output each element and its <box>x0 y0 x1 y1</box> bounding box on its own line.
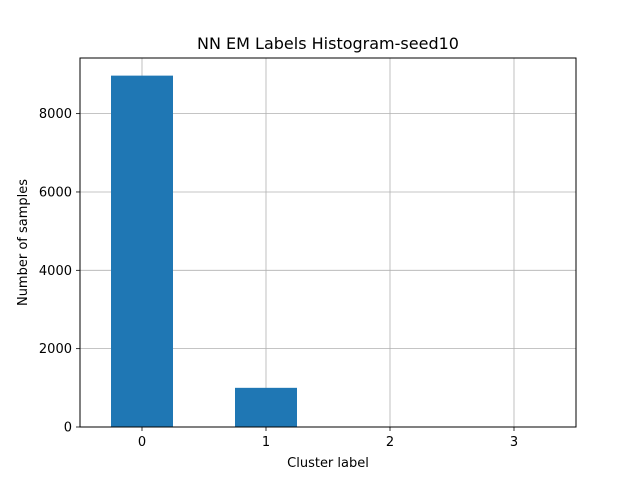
chart-title: NN EM Labels Histogram-seed10 <box>197 34 459 53</box>
bars <box>111 75 297 428</box>
y-tick-label: 2000 <box>39 342 72 357</box>
y-axis-label: Number of samples <box>16 179 31 306</box>
y-tick-label: 4000 <box>39 264 72 279</box>
x-tick-label: 0 <box>138 435 146 450</box>
bar-1 <box>235 387 297 427</box>
plot-frame <box>79 57 577 428</box>
bar-0 <box>111 75 173 428</box>
x-tick-label: 1 <box>262 435 270 450</box>
ticks: 0 1 2 3 0 2000 4000 6000 8000 <box>39 107 518 450</box>
y-tick-label: 6000 <box>39 185 72 200</box>
x-tick-label: 2 <box>386 435 394 450</box>
x-tick-label: 3 <box>510 435 518 450</box>
y-tick-label: 0 <box>64 421 72 436</box>
y-tick-label: 8000 <box>39 107 72 122</box>
x-axis-label: Cluster label <box>287 456 369 471</box>
